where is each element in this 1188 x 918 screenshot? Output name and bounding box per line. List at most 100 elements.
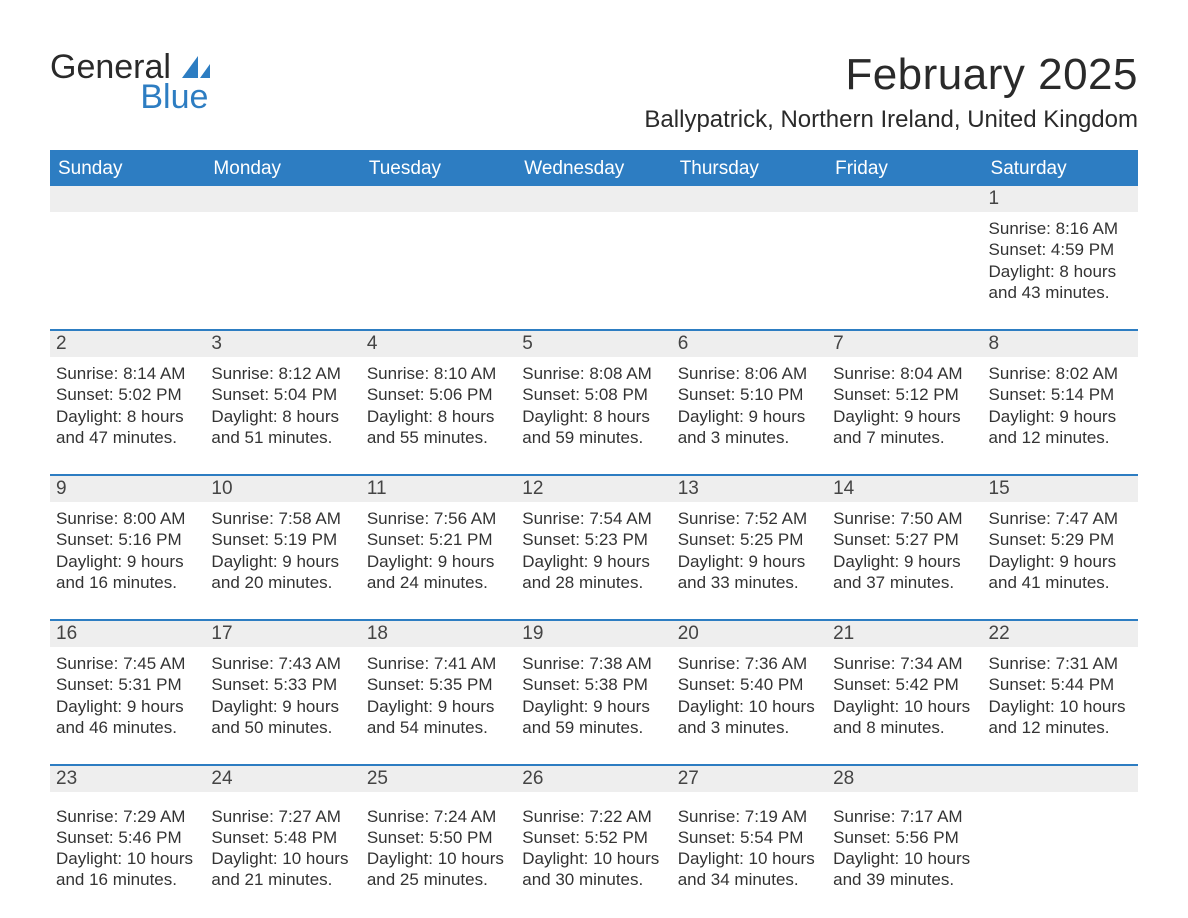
daylight-line: Daylight: 10 hours xyxy=(833,848,976,869)
day-number-cell: 9 xyxy=(50,475,205,502)
sunset-line: Sunset: 5:54 PM xyxy=(678,827,821,848)
info-row: Sunrise: 8:00 AMSunset: 5:16 PMDaylight:… xyxy=(50,502,1138,620)
brand-logo: General Blue xyxy=(50,50,210,114)
day-info-cell: Sunrise: 8:00 AMSunset: 5:16 PMDaylight:… xyxy=(50,502,205,620)
daylight-line: and 54 minutes. xyxy=(367,717,510,738)
month-title: February 2025 xyxy=(644,50,1138,100)
sunset-line: Sunset: 5:46 PM xyxy=(56,827,199,848)
sunset-line: Sunset: 5:40 PM xyxy=(678,674,821,695)
daylight-line: Daylight: 9 hours xyxy=(522,551,665,572)
sunrise-line: Sunrise: 7:47 AM xyxy=(989,508,1132,529)
day-number-cell: 1 xyxy=(983,186,1138,212)
daylight-line: Daylight: 10 hours xyxy=(678,696,821,717)
title-block: February 2025 Ballypatrick, Northern Ire… xyxy=(644,50,1138,144)
daylight-line: and 7 minutes. xyxy=(833,427,976,448)
day-info-cell: Sunrise: 7:22 AMSunset: 5:52 PMDaylight:… xyxy=(516,792,671,910)
sunrise-line: Sunrise: 7:52 AM xyxy=(678,508,821,529)
sunset-line: Sunset: 5:25 PM xyxy=(678,529,821,550)
sunrise-line: Sunrise: 8:06 AM xyxy=(678,363,821,384)
daylight-line: and 16 minutes. xyxy=(56,869,199,890)
day-info-cell: Sunrise: 8:08 AMSunset: 5:08 PMDaylight:… xyxy=(516,357,671,475)
sunrise-line: Sunrise: 7:36 AM xyxy=(678,653,821,674)
sunrise-line: Sunrise: 7:45 AM xyxy=(56,653,199,674)
daylight-line: Daylight: 9 hours xyxy=(211,551,354,572)
day-info-cell: Sunrise: 7:50 AMSunset: 5:27 PMDaylight:… xyxy=(827,502,982,620)
daylight-line: Daylight: 9 hours xyxy=(989,406,1132,427)
dow-tuesday: Tuesday xyxy=(361,151,516,186)
day-number-cell: 20 xyxy=(672,620,827,647)
daylight-line: Daylight: 8 hours xyxy=(56,406,199,427)
daylight-line: and 3 minutes. xyxy=(678,717,821,738)
sunset-line: Sunset: 5:35 PM xyxy=(367,674,510,695)
daylight-line: and 51 minutes. xyxy=(211,427,354,448)
day-number-cell: 21 xyxy=(827,620,982,647)
day-number-cell: 15 xyxy=(983,475,1138,502)
day-number-cell xyxy=(672,186,827,212)
sunrise-line: Sunrise: 8:04 AM xyxy=(833,363,976,384)
daylight-line: Daylight: 9 hours xyxy=(522,696,665,717)
daylight-line: Daylight: 10 hours xyxy=(367,848,510,869)
daynum-row: 232425262728 xyxy=(50,765,1138,792)
sunset-line: Sunset: 5:21 PM xyxy=(367,529,510,550)
sunset-line: Sunset: 5:42 PM xyxy=(833,674,976,695)
day-number-cell: 27 xyxy=(672,765,827,792)
daylight-line: and 3 minutes. xyxy=(678,427,821,448)
sunset-line: Sunset: 5:14 PM xyxy=(989,384,1132,405)
day-number-cell xyxy=(361,186,516,212)
sunrise-line: Sunrise: 7:19 AM xyxy=(678,806,821,827)
daylight-line: Daylight: 8 hours xyxy=(522,406,665,427)
day-info-cell: Sunrise: 7:36 AMSunset: 5:40 PMDaylight:… xyxy=(672,647,827,765)
day-info-cell: Sunrise: 7:29 AMSunset: 5:46 PMDaylight:… xyxy=(50,792,205,910)
dow-thursday: Thursday xyxy=(672,151,827,186)
day-info-cell: Sunrise: 8:12 AMSunset: 5:04 PMDaylight:… xyxy=(205,357,360,475)
daynum-row: 1 xyxy=(50,186,1138,212)
day-info-cell xyxy=(361,212,516,330)
day-info-cell xyxy=(827,212,982,330)
day-info-cell xyxy=(672,212,827,330)
day-number-cell: 2 xyxy=(50,330,205,357)
day-number-cell xyxy=(50,186,205,212)
sunset-line: Sunset: 5:38 PM xyxy=(522,674,665,695)
daylight-line: and 59 minutes. xyxy=(522,427,665,448)
day-info-cell: Sunrise: 8:14 AMSunset: 5:02 PMDaylight:… xyxy=(50,357,205,475)
day-number-cell: 22 xyxy=(983,620,1138,647)
daylight-line: Daylight: 9 hours xyxy=(989,551,1132,572)
daylight-line: Daylight: 10 hours xyxy=(989,696,1132,717)
daylight-line: and 50 minutes. xyxy=(211,717,354,738)
sunrise-line: Sunrise: 7:58 AM xyxy=(211,508,354,529)
day-info-cell: Sunrise: 7:54 AMSunset: 5:23 PMDaylight:… xyxy=(516,502,671,620)
sunrise-line: Sunrise: 8:16 AM xyxy=(989,218,1132,239)
day-number-cell: 10 xyxy=(205,475,360,502)
daylight-line: Daylight: 8 hours xyxy=(211,406,354,427)
sunset-line: Sunset: 5:56 PM xyxy=(833,827,976,848)
day-info-cell: Sunrise: 7:56 AMSunset: 5:21 PMDaylight:… xyxy=(361,502,516,620)
sunset-line: Sunset: 5:50 PM xyxy=(367,827,510,848)
day-info-cell: Sunrise: 7:27 AMSunset: 5:48 PMDaylight:… xyxy=(205,792,360,910)
sunrise-line: Sunrise: 7:17 AM xyxy=(833,806,976,827)
day-number-cell xyxy=(205,186,360,212)
header: General Blue February 2025 Ballypatrick,… xyxy=(50,50,1138,144)
daylight-line: and 41 minutes. xyxy=(989,572,1132,593)
daylight-line: and 37 minutes. xyxy=(833,572,976,593)
sunrise-line: Sunrise: 7:27 AM xyxy=(211,806,354,827)
day-number-cell: 5 xyxy=(516,330,671,357)
day-info-cell: Sunrise: 7:38 AMSunset: 5:38 PMDaylight:… xyxy=(516,647,671,765)
day-info-cell: Sunrise: 8:06 AMSunset: 5:10 PMDaylight:… xyxy=(672,357,827,475)
sunrise-line: Sunrise: 7:50 AM xyxy=(833,508,976,529)
info-row: Sunrise: 7:45 AMSunset: 5:31 PMDaylight:… xyxy=(50,647,1138,765)
day-number-cell: 23 xyxy=(50,765,205,792)
day-info-cell: Sunrise: 8:16 AMSunset: 4:59 PMDaylight:… xyxy=(983,212,1138,330)
daylight-line: and 30 minutes. xyxy=(522,869,665,890)
daylight-line: and 20 minutes. xyxy=(211,572,354,593)
sunset-line: Sunset: 5:44 PM xyxy=(989,674,1132,695)
sunset-line: Sunset: 5:19 PM xyxy=(211,529,354,550)
calendar-table: Sunday Monday Tuesday Wednesday Thursday… xyxy=(50,150,1138,910)
sunrise-line: Sunrise: 7:38 AM xyxy=(522,653,665,674)
daylight-line: and 8 minutes. xyxy=(833,717,976,738)
day-info-cell: Sunrise: 7:19 AMSunset: 5:54 PMDaylight:… xyxy=(672,792,827,910)
day-number-cell: 7 xyxy=(827,330,982,357)
sunrise-line: Sunrise: 8:02 AM xyxy=(989,363,1132,384)
day-info-cell: Sunrise: 7:31 AMSunset: 5:44 PMDaylight:… xyxy=(983,647,1138,765)
sunset-line: Sunset: 5:16 PM xyxy=(56,529,199,550)
day-number-cell: 13 xyxy=(672,475,827,502)
